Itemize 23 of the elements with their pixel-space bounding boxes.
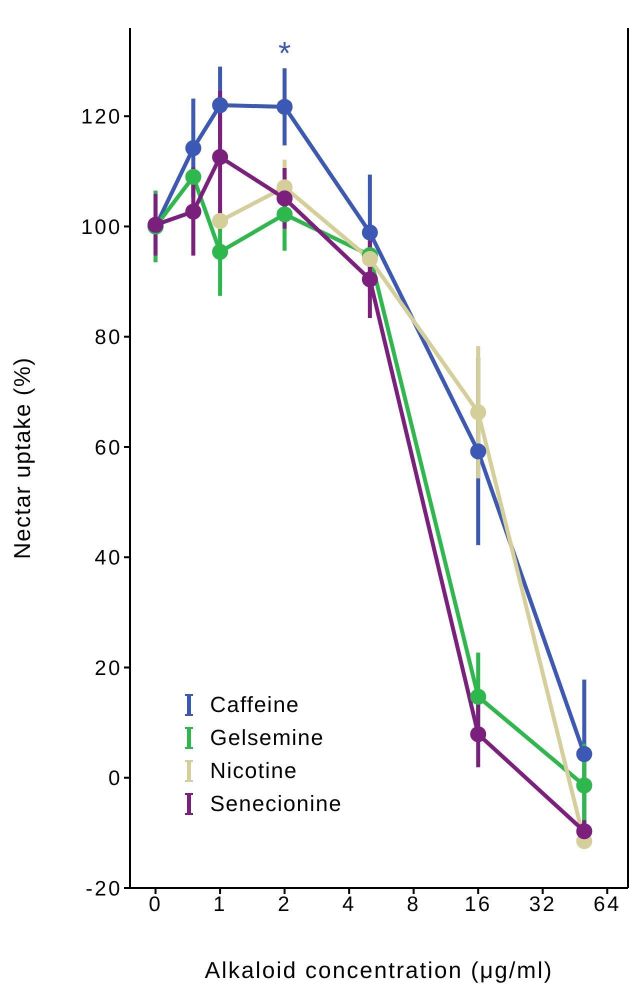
legend-label: Senecionine: [210, 790, 342, 816]
x-tick-label: 0: [148, 892, 162, 916]
annotation: *: [278, 35, 291, 72]
legend-label: Nicotine: [210, 758, 298, 784]
y-tick-label: 20: [94, 656, 122, 680]
x-tick-label: 32: [529, 892, 556, 916]
y-tick-label: 120: [80, 106, 122, 129]
y-tick-label: 100: [80, 216, 122, 239]
x-tick-label: 8: [406, 892, 420, 916]
y-tick-label: 80: [94, 326, 122, 350]
legend-label: Gelsemine: [210, 724, 324, 750]
y-tick-label: 40: [94, 546, 122, 570]
x-tick-label: 16: [464, 892, 492, 916]
x-tick-label: 64: [594, 892, 621, 916]
x-tick-label: 1: [213, 892, 227, 916]
x-axis-title: Alkaloid concentration (μg/ml): [204, 957, 554, 983]
y-tick-label: 0: [108, 767, 122, 790]
x-tick-label: 4: [342, 892, 356, 916]
y-tick-label: -20: [86, 877, 122, 900]
x-tick-label: 2: [278, 892, 292, 916]
y-axis-title: Nectar uptake (%): [9, 356, 36, 560]
y-tick-label: 60: [94, 436, 122, 460]
legend-label: Caffeine: [210, 692, 300, 718]
